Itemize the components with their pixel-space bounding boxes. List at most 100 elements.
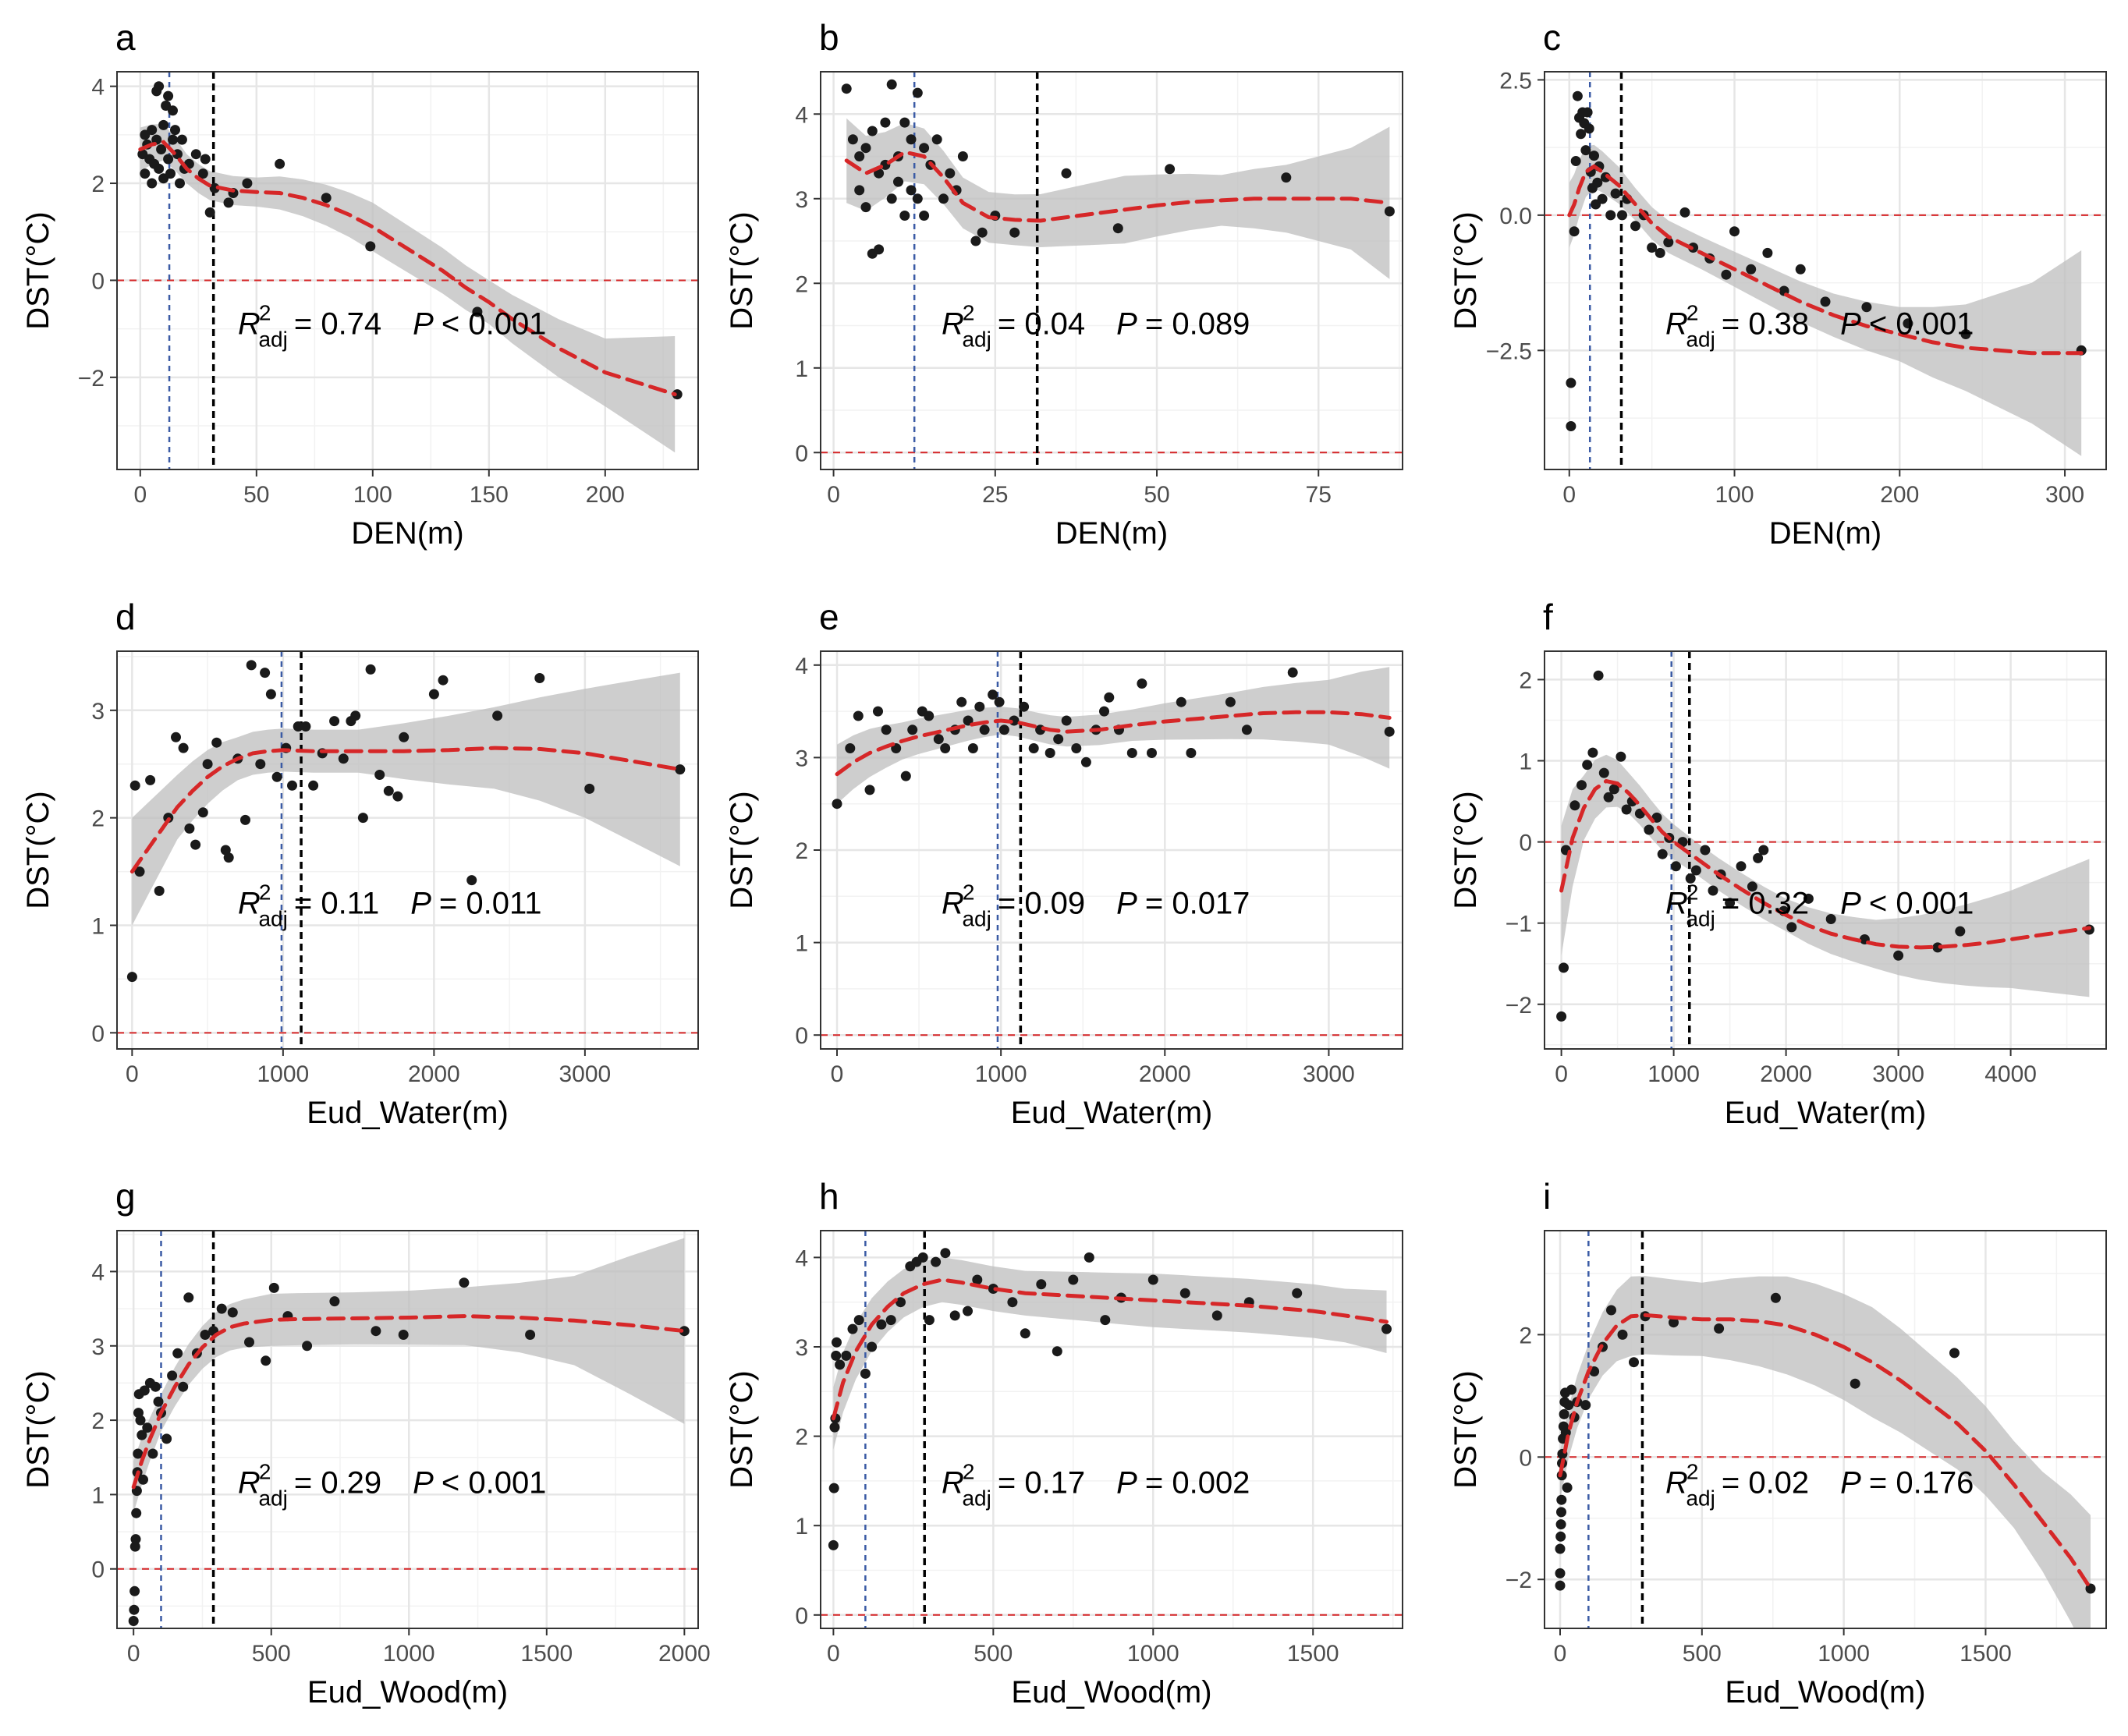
data-point [1104, 692, 1115, 703]
y-tick-label: 3 [795, 1335, 808, 1361]
data-point [957, 151, 968, 161]
y-tick-label: 3 [795, 746, 808, 771]
data-point [1061, 168, 1072, 179]
data-point [847, 134, 858, 145]
data-point [1657, 849, 1668, 859]
data-point [847, 1323, 858, 1334]
r-squared-superscript: 2 [963, 301, 975, 325]
data-point [924, 710, 935, 721]
data-point [268, 1282, 279, 1293]
data-point [1281, 172, 1292, 183]
data-point [223, 197, 234, 208]
data-point [912, 193, 923, 204]
r-squared-symbol: R [238, 887, 261, 921]
y-tick-label: 2.5 [1499, 68, 1532, 94]
x-tick-label: 4000 [1984, 1061, 2037, 1087]
data-point [1580, 145, 1591, 156]
confidence-band [1561, 754, 2090, 997]
x-tick-label: 0 [1555, 1061, 1568, 1087]
data-point [153, 1396, 164, 1407]
x-tick-label: 0 [827, 1641, 840, 1667]
data-point [967, 743, 978, 753]
data-point [672, 389, 683, 400]
data-point [873, 706, 883, 717]
data-point [867, 1341, 878, 1352]
p-value: < 0.001 [1869, 307, 1974, 342]
data-point [1736, 861, 1747, 872]
y-axis-title: DST(°C) [725, 791, 759, 909]
x-tick-label: 50 [243, 482, 269, 508]
confidence-band [132, 672, 680, 926]
data-point [1598, 767, 1609, 778]
y-tick-label: 3 [795, 187, 808, 213]
data-point [1052, 1346, 1062, 1357]
data-point [963, 1306, 973, 1316]
r-squared-subscript: adj [1686, 328, 1715, 352]
y-tick-label: 2 [91, 172, 105, 197]
x-tick-label: 500 [974, 1641, 1013, 1667]
r-squared-subscript: adj [258, 328, 287, 352]
data-point [1617, 210, 1627, 221]
y-tick-label: 1 [795, 931, 808, 957]
p-symbol: P [1116, 887, 1137, 921]
x-tick-label: 200 [586, 482, 625, 508]
x-tick-label: 500 [252, 1641, 291, 1667]
data-point [428, 689, 439, 700]
data-point [140, 168, 151, 179]
data-point [1099, 706, 1109, 717]
p-value: = 0.176 [1869, 1466, 1974, 1500]
data-point [128, 1616, 139, 1626]
data-point [1582, 760, 1593, 771]
data-point [1617, 1329, 1628, 1340]
data-point [321, 193, 332, 204]
data-point [1582, 107, 1593, 118]
data-point [994, 696, 1005, 707]
p-symbol: P [1116, 1466, 1137, 1500]
r-squared-superscript: 2 [963, 1460, 975, 1484]
data-point [998, 725, 1009, 735]
x-tick-label: 1000 [257, 1061, 309, 1087]
data-point [831, 1350, 842, 1361]
data-point [1563, 1400, 1574, 1411]
data-point [350, 710, 361, 721]
x-tick-label: 1500 [520, 1641, 573, 1667]
data-point [204, 207, 215, 218]
r-squared-value: = 0.74 [294, 307, 381, 342]
data-point [900, 771, 911, 781]
y-axis-title: DST(°C) [21, 1370, 55, 1489]
data-point [147, 178, 158, 189]
plot-body [1545, 72, 2106, 469]
data-point [1566, 377, 1576, 388]
p-value: = 0.002 [1145, 1466, 1250, 1500]
y-tick-label: 3 [91, 699, 105, 725]
x-axis-title: DEN(m) [1769, 516, 1882, 551]
x-tick-label: 2000 [658, 1641, 711, 1667]
data-point [1685, 873, 1696, 884]
x-tick-label: 25 [982, 482, 1008, 508]
stat-annotation: R2 adj = 0.17 P = 0.002 [942, 1460, 1250, 1511]
panel-letter: f [1543, 597, 1553, 637]
data-point [147, 1448, 158, 1459]
plot-body [821, 651, 1403, 1049]
data-point [977, 227, 988, 238]
data-point [145, 774, 156, 785]
data-point [1009, 227, 1020, 238]
data-point [1100, 1315, 1111, 1326]
x-tick-label: 75 [1306, 482, 1332, 508]
data-point [893, 176, 903, 187]
data-point [1381, 1323, 1392, 1334]
data-point [175, 178, 185, 189]
data-point [1714, 1323, 1725, 1334]
x-tick-label: 0 [127, 1641, 140, 1667]
p-value: = 0.089 [1145, 307, 1250, 342]
data-point [1068, 1274, 1079, 1285]
data-point [1555, 1543, 1566, 1554]
data-point [178, 1381, 189, 1392]
data-point [158, 119, 169, 130]
data-point [1949, 1348, 1960, 1359]
fit-curve [844, 150, 1392, 223]
data-point [988, 1284, 998, 1294]
data-point [399, 732, 410, 742]
data-point [1893, 950, 1904, 961]
